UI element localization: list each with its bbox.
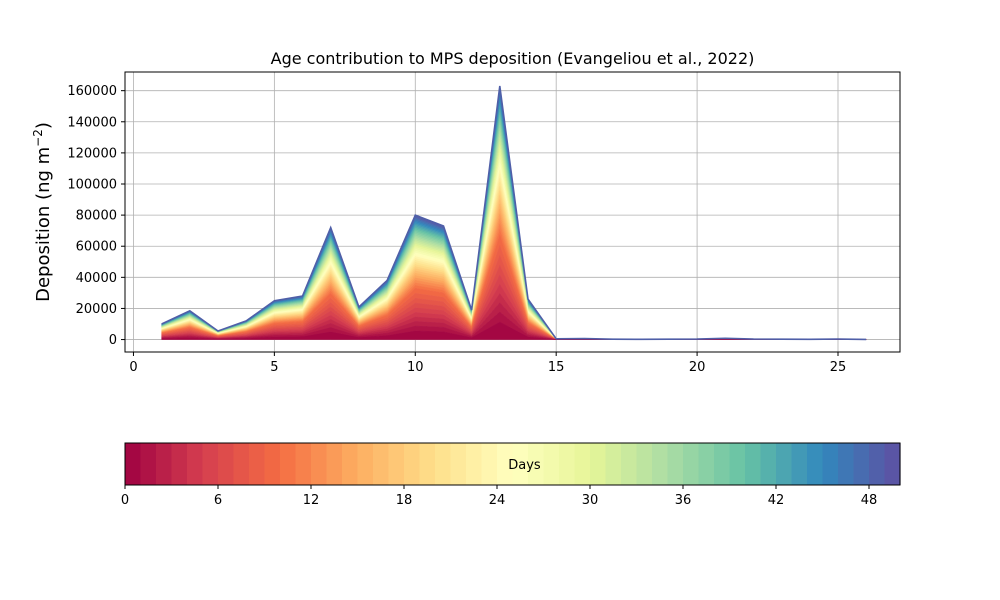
x-tick-label: 10	[407, 360, 424, 375]
colorbar-swatch	[218, 443, 235, 485]
colorbar-swatch	[776, 443, 793, 485]
colorbar	[125, 443, 901, 485]
colorbar-tick-label: 6	[214, 493, 222, 508]
colorbar-frame	[124, 442, 901, 486]
y-tick-label: 100000	[67, 178, 117, 193]
colorbar-swatch	[419, 443, 436, 485]
y-axis-label-exponent: −2	[31, 129, 45, 147]
colorbar-swatch	[140, 443, 157, 485]
colorbar-tick-label: 0	[121, 493, 129, 508]
colorbar-swatch	[264, 443, 281, 485]
colorbar-tick-label: 30	[582, 493, 599, 508]
y-axis-ticks: 0 20000 40000 60000 80000 100000 120000 140000 1…	[67, 84, 125, 348]
x-axis-ticks: 0 5 10 15 20 25	[129, 352, 846, 375]
colorbar-swatch	[171, 443, 188, 485]
colorbar-swatch	[853, 443, 870, 485]
colorbar-swatch	[729, 443, 746, 485]
colorbar-label: Days	[508, 458, 541, 473]
colorbar-swatch	[187, 443, 204, 485]
y-axis-label: Deposition (ng m−2)	[31, 122, 54, 302]
colorbar-swatch	[807, 443, 824, 485]
colorbar-swatch	[295, 443, 312, 485]
y-tick-label: 40000	[76, 271, 117, 286]
colorbar-swatch	[125, 443, 142, 485]
colorbar-swatch	[311, 443, 328, 485]
colorbar-swatch	[652, 443, 669, 485]
y-axis-label-main: Deposition (ng m	[33, 147, 54, 302]
y-axis-label-close: )	[33, 122, 54, 129]
colorbar-swatch	[528, 443, 545, 485]
colorbar-ticks: 0 6 12 18 24 30 36 42 48	[121, 485, 877, 508]
colorbar-swatch	[202, 443, 219, 485]
colorbar-swatch	[342, 443, 359, 485]
colorbar-tick-label: 42	[768, 493, 785, 508]
colorbar-swatch	[450, 443, 467, 485]
colorbar-swatch	[326, 443, 343, 485]
colorbar-swatch	[249, 443, 266, 485]
colorbar-swatch	[636, 443, 653, 485]
x-tick-label: 5	[270, 360, 278, 375]
x-tick-label: 15	[548, 360, 565, 375]
colorbar-swatch	[838, 443, 855, 485]
colorbar-swatch	[404, 443, 421, 485]
colorbar-swatch	[435, 443, 452, 485]
chart-title: Age contribution to MPS deposition (Evan…	[271, 49, 755, 68]
colorbar-swatch	[357, 443, 374, 485]
y-tick-label: 80000	[76, 209, 117, 224]
colorbar-swatch	[156, 443, 173, 485]
colorbar-swatch	[543, 443, 560, 485]
x-tick-label: 25	[830, 360, 847, 375]
colorbar-swatch	[590, 443, 607, 485]
colorbar-swatch	[791, 443, 808, 485]
colorbar-swatch	[869, 443, 886, 485]
colorbar-swatch	[280, 443, 297, 485]
y-tick-label: 160000	[67, 84, 117, 99]
colorbar-tick-label: 18	[396, 493, 413, 508]
plot-frame	[124, 71, 901, 353]
total-deposition-line	[161, 85, 867, 341]
colorbar-swatch	[481, 443, 498, 485]
grid-lines	[125, 72, 900, 352]
colorbar-tick-label: 24	[489, 493, 506, 508]
y-tick-label: 0	[109, 333, 117, 348]
colorbar-swatch	[605, 443, 622, 485]
colorbar-swatch	[884, 443, 901, 485]
y-tick-label: 140000	[67, 115, 117, 130]
stacked-areas	[161, 85, 867, 340]
colorbar-swatch	[621, 443, 638, 485]
colorbar-swatch	[683, 443, 700, 485]
colorbar-swatch	[667, 443, 684, 485]
colorbar-swatch	[373, 443, 390, 485]
y-tick-label: 60000	[76, 240, 117, 255]
colorbar-swatch	[698, 443, 715, 485]
colorbar-swatch	[745, 443, 762, 485]
colorbar-swatch	[466, 443, 483, 485]
colorbar-swatch	[760, 443, 777, 485]
x-tick-label: 0	[129, 360, 137, 375]
total-outline	[161, 85, 867, 341]
colorbar-swatch	[822, 443, 839, 485]
colorbar-swatch	[233, 443, 250, 485]
x-tick-label: 20	[689, 360, 706, 375]
colorbar-tick-label: 48	[861, 493, 878, 508]
colorbar-swatch	[574, 443, 591, 485]
y-tick-label: 20000	[76, 302, 117, 317]
colorbar-tick-label: 36	[675, 493, 692, 508]
colorbar-swatch	[512, 443, 529, 485]
colorbar-tick-label: 12	[303, 493, 320, 508]
colorbar-swatch	[497, 443, 514, 485]
colorbar-swatch	[714, 443, 731, 485]
colorbar-swatch	[388, 443, 405, 485]
colorbar-swatch	[559, 443, 576, 485]
y-tick-label: 120000	[67, 146, 117, 161]
